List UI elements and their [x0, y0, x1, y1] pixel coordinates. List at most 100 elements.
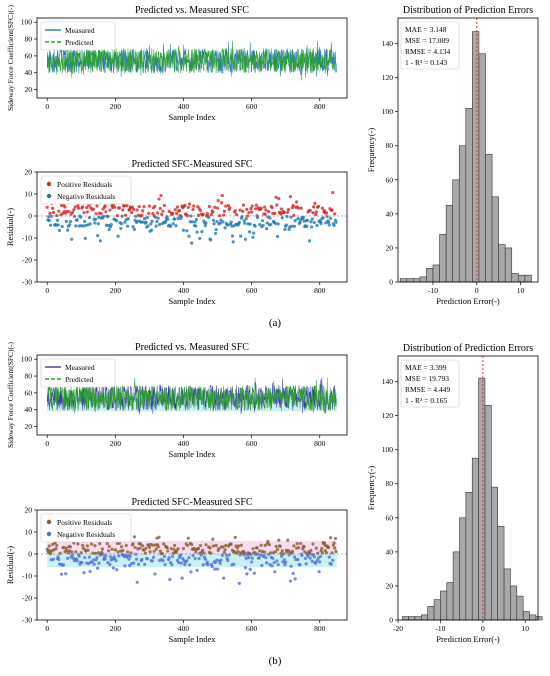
positive-residual-point	[175, 205, 179, 209]
negative-residual-point	[83, 219, 87, 223]
negative-residual-point	[75, 559, 79, 563]
y-tick-label: 10	[25, 190, 33, 199]
negative-residual-point	[70, 237, 74, 241]
negative-residual-point	[149, 222, 153, 226]
negative-residual-point	[256, 216, 260, 220]
positive-residual-point	[282, 552, 286, 556]
x-tick-label: 200	[110, 624, 122, 633]
y-tick-label: 0	[389, 278, 393, 287]
positive-residual-point	[177, 208, 181, 213]
negative-residual-point	[292, 555, 297, 559]
x-tick-label: 0	[45, 286, 49, 295]
positive-residual-point	[327, 545, 331, 550]
negative-residual-point	[173, 217, 177, 221]
negative-residual-point	[96, 222, 100, 226]
negative-residual-point	[249, 552, 253, 557]
positive-residual-point	[294, 200, 299, 204]
chart-b-res: Predicted SFC-Measured SFC Sample Index Re…	[5, 497, 348, 644]
negative-residual-point	[155, 219, 159, 224]
positive-residual-point	[201, 212, 205, 216]
positive-residual-point	[67, 209, 71, 214]
positive-residual-point	[235, 212, 239, 217]
histogram-bar	[491, 196, 499, 283]
negative-residual-point	[115, 219, 119, 223]
positive-residual-point	[100, 547, 105, 551]
negative-residual-point	[296, 217, 300, 221]
negative-residual-point	[163, 563, 167, 567]
negative-residual-point	[66, 228, 70, 232]
positive-residual-point	[76, 206, 81, 210]
positive-residual-point	[160, 212, 164, 216]
positive-residual-point	[330, 551, 334, 555]
negative-residual-point	[248, 567, 252, 571]
negative-residual-point	[296, 557, 300, 562]
negative-residual-point	[170, 563, 174, 567]
positive-residual-point	[250, 204, 254, 208]
negative-residual-point	[283, 563, 287, 567]
negative-residual-point	[49, 223, 53, 227]
positive-residual-point	[264, 208, 268, 212]
negative-residual-point	[275, 234, 280, 239]
negative-residual-point	[325, 214, 329, 219]
positive-residual-point	[121, 549, 125, 553]
negative-residual-point	[229, 220, 233, 224]
positive-residual-point	[172, 547, 176, 552]
negative-residual-point	[81, 224, 85, 228]
positive-residual-point	[213, 205, 217, 209]
negative-residual-point	[215, 567, 220, 571]
legend-positive-swatch	[46, 519, 52, 525]
negative-residual-point	[300, 553, 304, 558]
histogram-bar	[485, 153, 493, 283]
negative-residual-point	[56, 555, 60, 559]
negative-residual-point	[195, 230, 199, 234]
negative-residual-point	[102, 214, 106, 219]
positive-residual-point	[129, 551, 133, 555]
negative-residual-point	[213, 567, 217, 571]
positive-residual-point	[217, 547, 221, 551]
positive-residual-point	[137, 205, 141, 209]
negative-residual-point	[104, 554, 108, 558]
y-tick-label: -20	[22, 594, 32, 603]
stat-line: MAE = 3.148	[405, 25, 447, 34]
positive-residual-point	[314, 546, 318, 550]
negative-residual-point	[243, 221, 247, 225]
positive-residual-point	[297, 546, 301, 550]
positive-residual-point	[198, 543, 203, 548]
x-axis-label: Sample Index	[169, 449, 217, 459]
positive-residual-point	[63, 205, 67, 209]
negative-residual-point	[174, 224, 178, 228]
negative-residual-point	[181, 228, 186, 232]
negative-residual-point	[327, 223, 331, 227]
positive-residual-point	[205, 211, 209, 216]
positive-residual-point	[122, 204, 126, 208]
y-axis-label: Frequency(-)	[366, 128, 376, 173]
negative-residual-point	[223, 226, 227, 230]
y-tick-label: 20	[25, 85, 33, 94]
chart-title: Predicted vs. Measured SFC	[135, 342, 249, 353]
positive-residual-point	[320, 551, 325, 555]
chart-a-hist: Distribution of Prediction Errors Predict…	[366, 5, 539, 306]
negative-residual-point	[334, 220, 338, 224]
negative-residual-point	[49, 214, 53, 218]
negative-residual-point	[171, 222, 175, 226]
positive-residual-point	[188, 202, 192, 206]
y-tick-label: 80	[386, 141, 394, 150]
stat-line: MSE = 19.793	[405, 374, 449, 383]
negative-residual-point	[306, 554, 310, 558]
negative-residual-point	[146, 224, 150, 228]
positive-residual-point	[243, 551, 247, 555]
positive-residual-point	[157, 535, 161, 539]
positive-residual-point	[161, 209, 165, 213]
positive-residual-point	[138, 546, 142, 550]
legend-box	[40, 358, 116, 388]
positive-residual-point	[141, 544, 145, 548]
positive-residual-point	[160, 552, 164, 556]
histogram-bar	[433, 599, 441, 621]
positive-residual-point	[108, 208, 112, 212]
negative-residual-point	[312, 220, 316, 225]
positive-residual-point	[47, 544, 51, 548]
negative-residual-point	[153, 572, 157, 576]
positive-residual-point	[107, 544, 111, 549]
negative-residual-point	[213, 231, 218, 236]
positive-residual-point	[140, 213, 144, 217]
